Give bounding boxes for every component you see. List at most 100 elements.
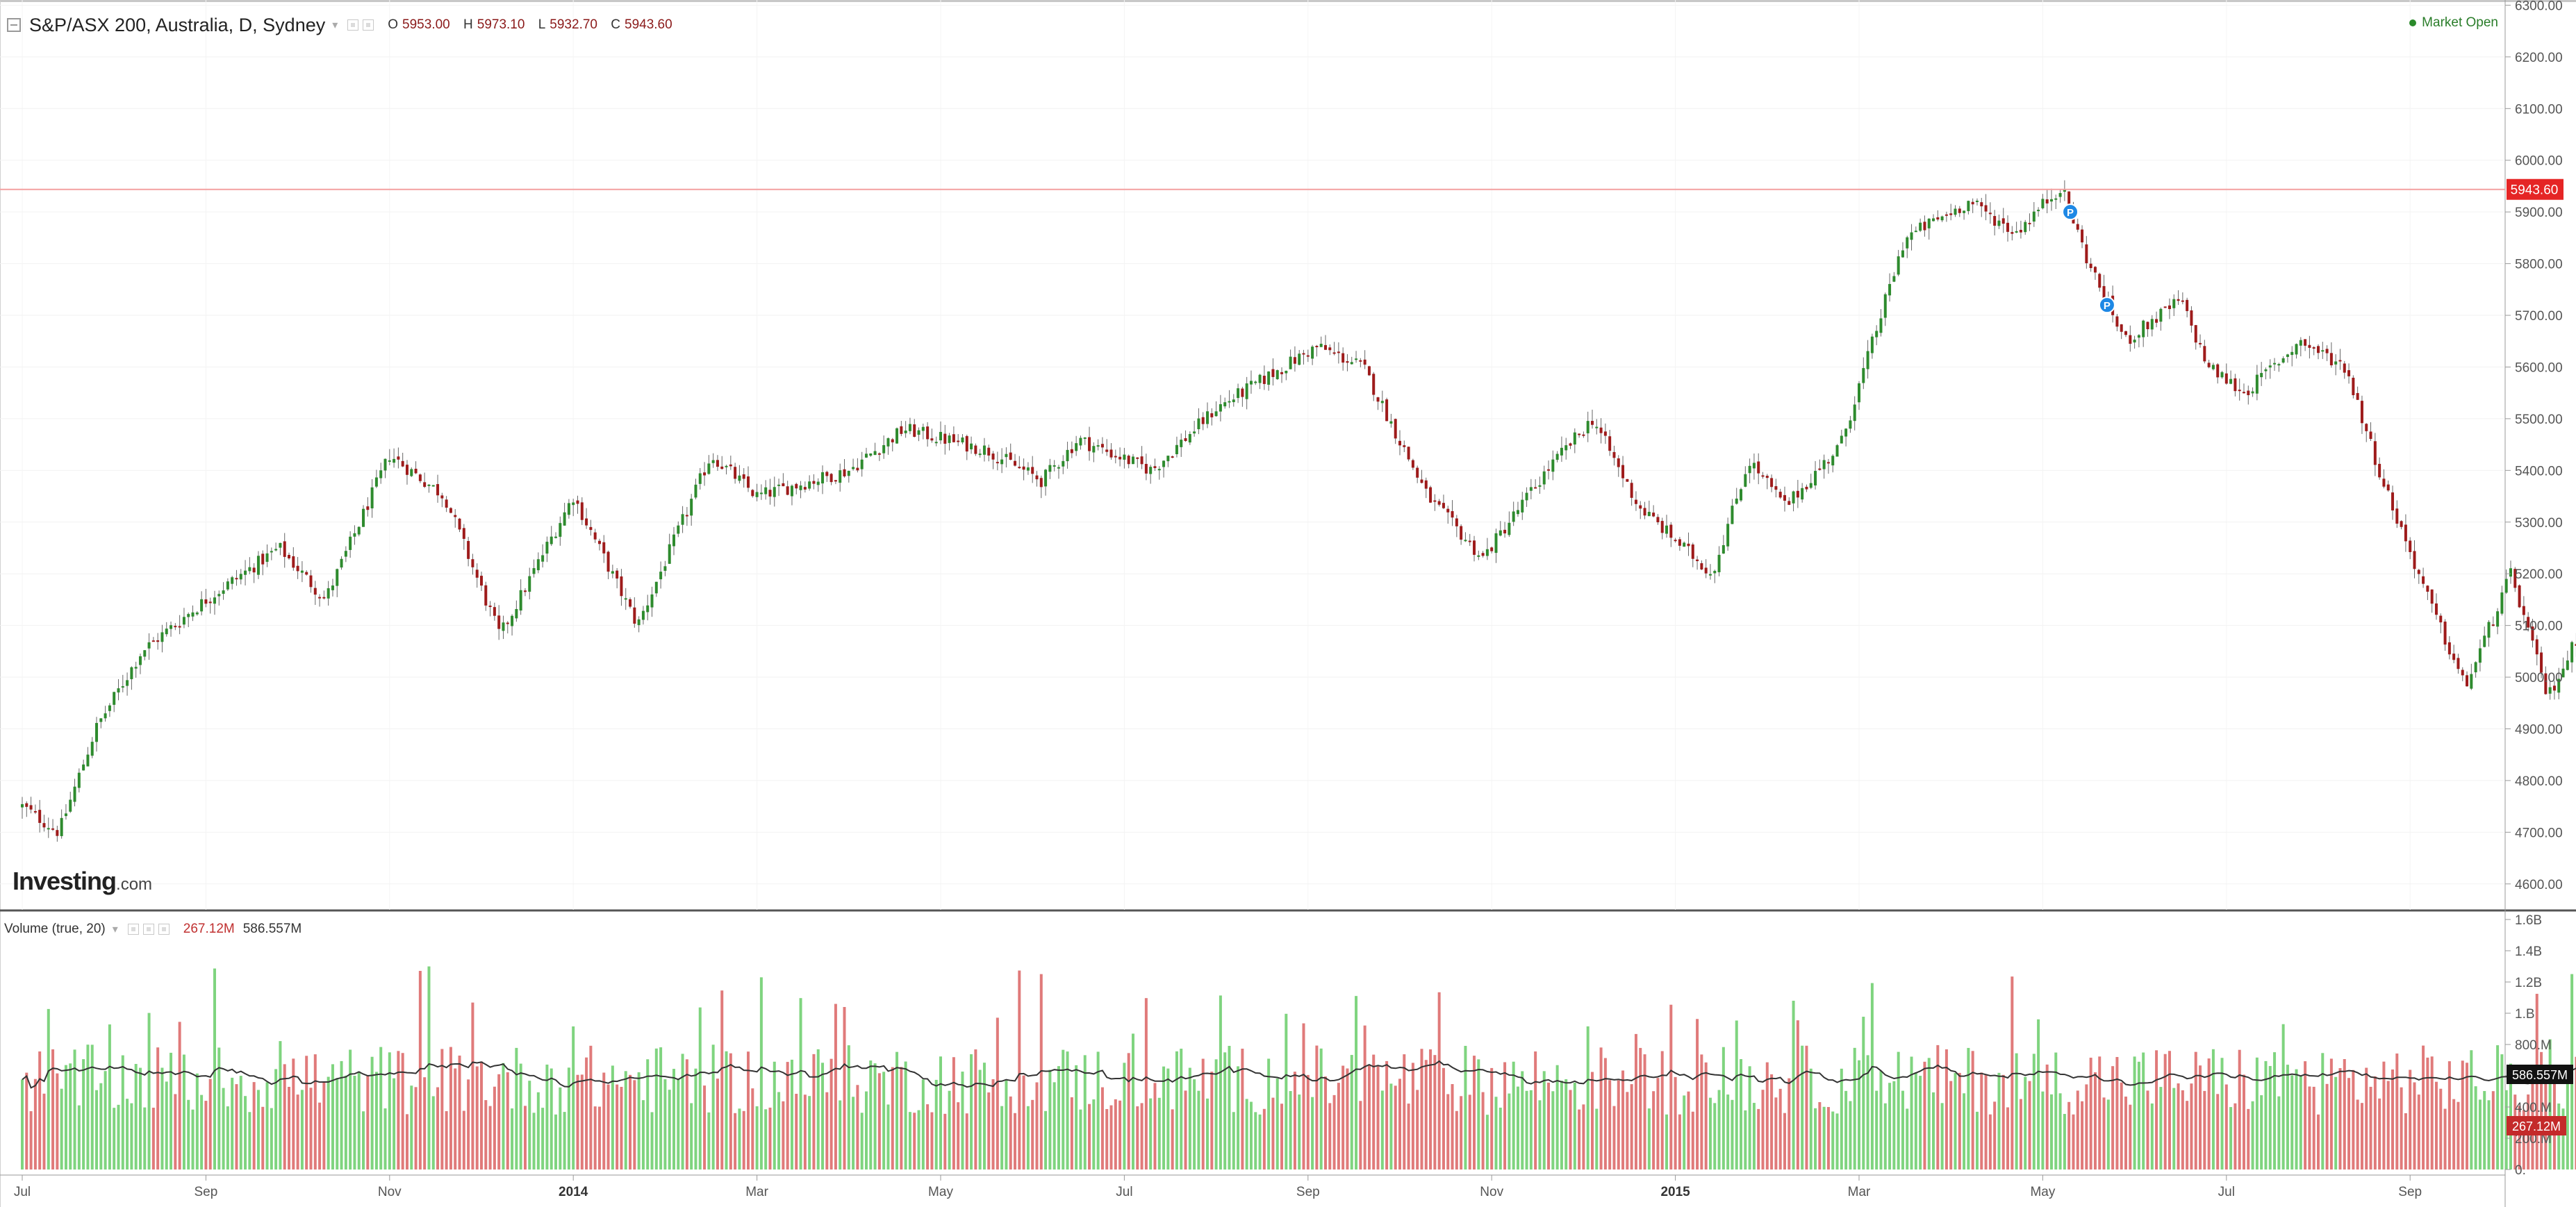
candle (374, 477, 378, 487)
volume-bar (313, 1054, 317, 1169)
candle (1897, 256, 1900, 275)
collapse-icon[interactable] (7, 18, 21, 32)
volume-bar (917, 1110, 920, 1169)
volume-bar (1708, 1097, 1712, 1169)
high-key: H (463, 17, 473, 32)
candle (1411, 460, 1414, 468)
candle (178, 626, 181, 628)
candle (1582, 434, 1585, 436)
volume-bar (1892, 1081, 1896, 1169)
candle (108, 705, 111, 711)
eye-icon[interactable] (127, 924, 139, 935)
volume-bar (541, 1108, 545, 1169)
volume-bar (1573, 1083, 1576, 1169)
volume-bar (1044, 1110, 1048, 1169)
volume-bar (1114, 1099, 1117, 1169)
candle (305, 572, 308, 575)
candle (1481, 553, 1485, 556)
volume-bar (1740, 1059, 1743, 1169)
volume-bar (921, 1079, 925, 1169)
candle (541, 555, 545, 562)
candle (1814, 471, 1817, 485)
volume-bar (782, 1101, 785, 1169)
candle (545, 542, 549, 554)
candle (1713, 571, 1717, 574)
candle (2356, 392, 2359, 400)
volume-bar (2102, 1097, 2106, 1169)
candle (1652, 513, 1656, 517)
volume-bar (1569, 1090, 1572, 1169)
candle (1302, 353, 1305, 355)
close-icon[interactable] (363, 19, 374, 31)
volume-bar (156, 1047, 160, 1169)
candle (414, 468, 418, 474)
chevron-down-icon[interactable]: ▾ (112, 924, 118, 935)
candle (1875, 331, 1879, 338)
annotation-markers[interactable]: PPPPPPP (2062, 203, 2576, 545)
volume-bar (2557, 1104, 2561, 1169)
chevron-down-icon[interactable]: ▾ (332, 19, 338, 31)
candle (1306, 355, 1310, 357)
candle (484, 585, 488, 606)
candle (1359, 360, 1362, 362)
candle (2478, 648, 2482, 663)
candle (891, 439, 894, 442)
settings-icon[interactable] (347, 19, 359, 31)
volume-bar (1149, 1098, 1153, 1169)
candle (248, 567, 251, 572)
volume-bar (1858, 1060, 1860, 1169)
volume-bar (1144, 998, 1148, 1169)
candle (934, 442, 938, 444)
volume-bar (1171, 1109, 1174, 1169)
candle (877, 453, 881, 455)
candle (1704, 567, 1708, 574)
volume-bar (1014, 1113, 1017, 1169)
candle (300, 570, 304, 573)
candle (1127, 456, 1130, 465)
settings-icon[interactable] (142, 924, 154, 935)
candle (1062, 460, 1065, 467)
volume-bar (497, 1074, 501, 1169)
candle (996, 462, 999, 464)
close-icon[interactable] (158, 924, 170, 935)
candle (195, 612, 199, 615)
candle (1249, 381, 1253, 385)
candle (2129, 335, 2132, 344)
candle (2522, 606, 2525, 615)
candle (782, 483, 785, 487)
volume-bar (1249, 1101, 1253, 1169)
low-value: 5932.70 (550, 17, 597, 32)
candle (2575, 644, 2576, 646)
volume-bar (663, 1079, 667, 1169)
p-marker-icon[interactable] (2098, 297, 2115, 314)
volume-bar (1993, 1101, 1997, 1169)
volume-bar (1429, 1049, 1433, 1169)
price-chart[interactable]: PPPPPPP 6300.006200.006100.006000.005900… (0, 0, 2576, 913)
volume-bar (2155, 1050, 2158, 1169)
candle (1975, 200, 1979, 202)
volume-bar (2304, 1061, 2307, 1169)
volume-bar (1437, 992, 1441, 1169)
volume-bar (1206, 1098, 1209, 1169)
candle (864, 453, 868, 458)
p-marker-icon[interactable] (2062, 203, 2079, 221)
volume-bar (1455, 1110, 1458, 1169)
volume-bar (1079, 1109, 1082, 1169)
candle (113, 692, 116, 705)
volume-tick-label: 0. (2515, 1163, 2526, 1178)
candle (502, 622, 505, 631)
volume-bar (2281, 1024, 2285, 1169)
volume-bar (2268, 1065, 2272, 1169)
candle (1888, 283, 1892, 296)
market-status: Market Open (2409, 15, 2498, 31)
candle (1437, 501, 1441, 505)
price-tick-label: 6300.00 (2515, 0, 2563, 13)
volume-title[interactable]: Volume (true, 20) (4, 922, 106, 936)
volume-bar (2365, 1067, 2368, 1169)
price-tick-label: 5300.00 (2515, 516, 2563, 531)
candle (633, 607, 636, 624)
symbol-title[interactable]: S&P/ASX 200, Australia, D, Sydney (29, 14, 326, 35)
candle (2491, 624, 2495, 626)
volume-bar (344, 1075, 347, 1169)
